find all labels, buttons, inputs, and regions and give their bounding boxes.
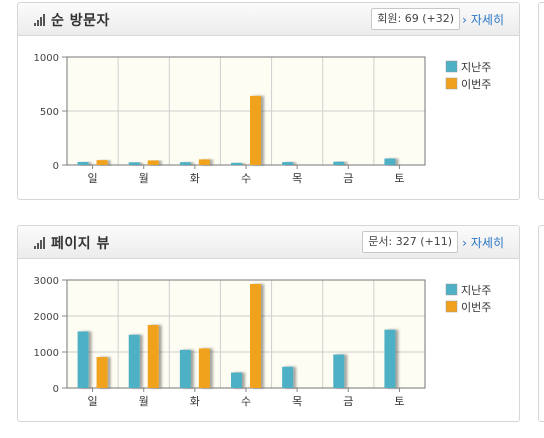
visitors-panel-header: 순 방문자 회원: 69 (+32) › 자세히 bbox=[18, 3, 519, 36]
side-panel-edge bbox=[538, 225, 544, 422]
x-tick-label: 일 bbox=[88, 394, 98, 408]
y-tick-label: 0 bbox=[53, 384, 59, 395]
bar-this-week bbox=[250, 283, 261, 388]
bar-chart-icon bbox=[34, 14, 48, 26]
legend-label: 지난주 bbox=[461, 61, 491, 74]
y-tick-label: 0 bbox=[53, 161, 59, 172]
y-tick-label: 1000 bbox=[34, 53, 59, 64]
bar-this-week bbox=[96, 357, 108, 388]
y-tick-label: 3000 bbox=[34, 276, 59, 287]
x-tick-label: 목 bbox=[292, 172, 302, 185]
bar-last-week bbox=[282, 366, 294, 388]
member-count-badge: 회원: 69 (+32) bbox=[371, 8, 460, 30]
bar-this-week bbox=[250, 95, 261, 165]
document-count-badge: 문서: 327 (+11) bbox=[362, 231, 458, 253]
y-tick-label: 2000 bbox=[34, 312, 59, 323]
bar-last-week bbox=[384, 158, 396, 165]
pageviews-more-link[interactable]: › 자세히 bbox=[462, 234, 504, 251]
visitors-panel: 순 방문자 회원: 69 (+32) › 자세히 0 500 1000 일 월 화 수 목 금 토 지… bbox=[17, 2, 520, 200]
bar-last-week bbox=[179, 162, 191, 165]
y-tick-label: 500 bbox=[40, 107, 59, 118]
x-tick-label: 월 bbox=[139, 172, 149, 185]
x-tick-label: 목 bbox=[292, 395, 302, 408]
x-tick-label: 수 bbox=[241, 172, 251, 185]
visitors-title: 순 방문자 bbox=[51, 13, 110, 29]
bar-this-week bbox=[198, 159, 210, 165]
legend-swatch bbox=[445, 60, 458, 73]
bar-last-week bbox=[231, 372, 242, 388]
chevron-right-icon: › bbox=[462, 13, 467, 27]
side-panel-edge bbox=[538, 2, 544, 200]
bar-last-week bbox=[128, 334, 140, 388]
pageviews-title: 페이지 뷰 bbox=[51, 236, 110, 252]
visitors-more-link[interactable]: › 자세히 bbox=[462, 11, 504, 28]
pageviews-more-label: 자세히 bbox=[470, 236, 504, 250]
x-tick-label: 금 bbox=[343, 395, 353, 408]
y-tick-label: 1000 bbox=[34, 348, 59, 359]
legend-label: 이번주 bbox=[461, 78, 491, 91]
bar-last-week bbox=[333, 354, 345, 388]
bar-last-week bbox=[282, 162, 294, 165]
x-tick-label: 토 bbox=[394, 172, 404, 185]
x-tick-label: 화 bbox=[190, 395, 200, 408]
x-tick-label: 일 bbox=[88, 171, 98, 185]
pageviews-panel-header: 페이지 뷰 문서: 327 (+11) › 자세히 bbox=[18, 226, 519, 259]
x-tick-label: 금 bbox=[343, 172, 353, 185]
bar-this-week bbox=[198, 348, 210, 388]
x-tick-label: 화 bbox=[190, 172, 200, 185]
bar-last-week bbox=[128, 162, 140, 165]
x-tick-label: 월 bbox=[139, 395, 149, 408]
bar-this-week bbox=[147, 160, 159, 165]
bar-last-week bbox=[333, 161, 345, 165]
bar-chart-icon bbox=[34, 237, 48, 249]
x-tick-label: 토 bbox=[394, 395, 404, 408]
x-tick-label: 수 bbox=[241, 395, 251, 408]
bar-last-week bbox=[384, 329, 396, 388]
legend-swatch bbox=[445, 283, 458, 296]
visitors-more-label: 자세히 bbox=[470, 13, 504, 27]
legend-label: 지난주 bbox=[461, 284, 491, 297]
chevron-right-icon: › bbox=[462, 236, 467, 250]
pageviews-panel: 페이지 뷰 문서: 327 (+11) › 자세히 0 1000 2000 3000 일 월… bbox=[17, 225, 520, 422]
bar-last-week bbox=[77, 331, 89, 388]
legend-label: 이번주 bbox=[461, 301, 491, 314]
bar-this-week bbox=[147, 325, 159, 388]
legend-swatch bbox=[445, 77, 458, 90]
bar-this-week bbox=[96, 160, 108, 165]
legend-swatch bbox=[445, 300, 458, 313]
bar-last-week bbox=[77, 161, 89, 165]
bar-last-week bbox=[179, 349, 191, 388]
plot-area bbox=[67, 280, 425, 388]
bar-last-week bbox=[231, 162, 242, 165]
